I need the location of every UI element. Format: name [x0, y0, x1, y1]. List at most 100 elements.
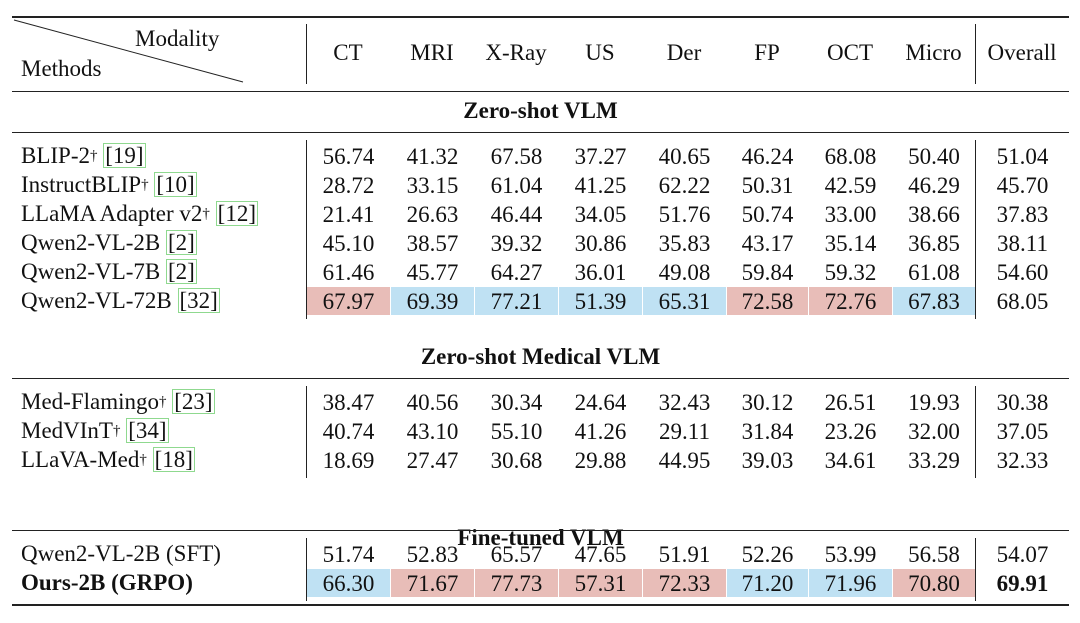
value-cell-us: 41.26 — [574, 418, 627, 444]
value-cell-us: 47.65 — [574, 541, 627, 567]
value-cell-x-ray: 67.58 — [490, 143, 543, 169]
value-cell-ct: 51.74 — [322, 541, 375, 567]
section-title: Zero-shot VLM — [463, 98, 618, 123]
citation-link[interactable]: [12] — [215, 201, 258, 226]
value-cell-overall: 37.83 — [996, 201, 1049, 227]
value-cell-x-ray: 30.68 — [490, 447, 543, 473]
value-cell-overall: 51.04 — [996, 143, 1049, 169]
value-cell-x-ray: 30.34 — [490, 389, 543, 415]
citation-link[interactable]: [32] — [177, 288, 220, 313]
value-cell-ct: 18.69 — [322, 447, 375, 473]
method-name: Qwen2-VL-2B (SFT) — [12, 539, 221, 568]
corner-methods-label: Methods — [21, 55, 102, 81]
method-label: Ours-2B (GRPO) — [21, 570, 193, 595]
value-cell-der: 62.22 — [658, 172, 711, 198]
value-cell-oct: 26.51 — [824, 389, 877, 415]
value-cell-ct: 67.97 — [307, 287, 390, 315]
value-cell-oct: 35.14 — [824, 230, 877, 256]
section-rule — [12, 378, 1069, 379]
corner-modality-label: Modality — [135, 25, 220, 51]
value-cell-mri: 69.39 — [391, 287, 474, 315]
method-name: Ours-2B (GRPO) — [12, 568, 193, 597]
value-cell-micro: 38.66 — [908, 201, 960, 227]
value-cell-der: 65.31 — [643, 287, 726, 315]
value-cell-ct: 61.46 — [322, 259, 375, 285]
bottom-rule — [12, 604, 1069, 606]
value-cell-fp: 46.24 — [741, 143, 794, 169]
value-cell-overall: 54.60 — [996, 259, 1049, 285]
value-cell-oct: 42.59 — [824, 172, 877, 198]
citation-link[interactable]: [2] — [166, 259, 197, 284]
value-cell-oct: 71.96 — [809, 569, 892, 597]
section-title: Fine-tuned VLM — [457, 525, 624, 550]
value-cell-fp: 52.26 — [741, 541, 794, 567]
value-cell-der: 51.91 — [658, 541, 711, 567]
method-name: MedVInT † [34] — [21, 418, 169, 443]
column-header-oct: OCT — [827, 39, 873, 65]
method-name: Qwen2-VL-7B [2] — [12, 257, 197, 286]
value-cell-fp: 50.31 — [741, 172, 794, 198]
value-cell-micro: 61.08 — [908, 259, 960, 285]
section-title: Zero-shot Medical VLM — [420, 344, 661, 369]
method-name: Qwen2-VL-72B [32] — [12, 286, 220, 315]
value-cell-x-ray: 61.04 — [490, 172, 543, 198]
citation-link[interactable]: [34] — [126, 418, 169, 443]
section-rule — [12, 132, 1069, 133]
header-rule — [12, 91, 1069, 92]
value-cell-overall: 54.07 — [996, 541, 1049, 567]
value-cell-x-ray: 39.32 — [490, 230, 543, 256]
value-cell-mri: 38.57 — [406, 230, 459, 256]
value-cell-us: 34.05 — [574, 201, 627, 227]
value-cell-overall: 69.91 — [996, 570, 1049, 596]
value-cell-ct: 66.30 — [307, 569, 390, 597]
value-cell-mri: 27.47 — [406, 447, 459, 473]
method-label: Med-Flamingo — [21, 389, 159, 414]
value-cell-mri: 41.32 — [406, 143, 459, 169]
value-cell-ct: 40.74 — [322, 418, 375, 444]
value-cell-x-ray: 65.57 — [490, 541, 543, 567]
citation-link[interactable]: [19] — [103, 143, 146, 168]
value-cell-oct: 53.99 — [824, 541, 877, 567]
value-cell-x-ray: 77.21 — [475, 287, 558, 315]
value-cell-overall: 37.05 — [996, 418, 1049, 444]
column-header-x-ray: X-Ray — [485, 39, 547, 65]
value-cell-fp: 71.20 — [727, 569, 808, 597]
value-cell-mri: 26.63 — [406, 201, 459, 227]
value-cell-overall: 30.38 — [996, 389, 1049, 415]
column-header-der: Der — [666, 39, 702, 65]
value-cell-fp: 31.84 — [741, 418, 794, 444]
value-cell-der: 40.65 — [658, 143, 711, 169]
value-cell-fp: 59.84 — [741, 259, 794, 285]
method-label: InstructBLIP — [21, 172, 142, 197]
method-label: Qwen2-VL-2B — [21, 230, 161, 255]
value-cell-der: 44.95 — [658, 447, 711, 473]
value-cell-mri: 45.77 — [406, 259, 459, 285]
value-cell-fp: 43.17 — [741, 230, 794, 256]
citation-link[interactable]: [2] — [166, 230, 197, 255]
citation-link[interactable]: [10] — [154, 172, 197, 197]
section-2-vline-1 — [975, 538, 976, 601]
method-name: Med-Flamingo † [23] — [21, 389, 215, 414]
value-cell-fp: 72.58 — [727, 287, 808, 315]
value-cell-micro: 36.85 — [908, 230, 960, 256]
citation-link[interactable]: [23] — [172, 389, 215, 414]
value-cell-oct: 72.76 — [809, 287, 892, 315]
value-cell-mri: 33.15 — [406, 172, 459, 198]
value-cell-micro: 33.29 — [908, 447, 960, 473]
value-cell-micro: 19.93 — [908, 389, 960, 415]
method-name: LLaMA Adapter v2 † [12] — [21, 201, 258, 226]
column-header-ct: CT — [333, 39, 363, 65]
method-label: Qwen2-VL-72B — [21, 288, 172, 313]
value-cell-oct: 59.32 — [824, 259, 877, 285]
value-cell-der: 49.08 — [658, 259, 711, 285]
value-cell-x-ray: 64.27 — [490, 259, 543, 285]
section-1-vline-0 — [306, 386, 307, 478]
value-cell-ct: 38.47 — [322, 389, 375, 415]
method-name: Qwen2-VL-2B [2] — [12, 228, 197, 257]
method-name: BLIP-2 † [19] — [21, 143, 146, 168]
value-cell-ct: 45.10 — [322, 230, 375, 256]
value-cell-micro: 56.58 — [908, 541, 960, 567]
citation-link[interactable]: [18] — [152, 447, 195, 472]
